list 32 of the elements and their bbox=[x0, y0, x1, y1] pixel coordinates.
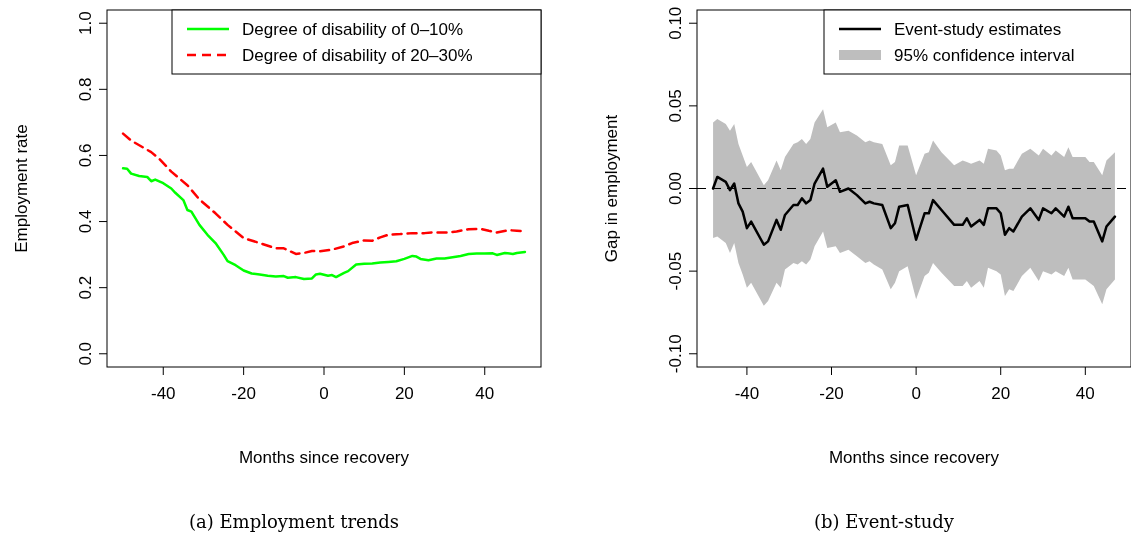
y-tick-label: 1.0 bbox=[76, 11, 95, 36]
x-axis-title: Months since recovery bbox=[238, 448, 410, 467]
y-tick-label: 0.8 bbox=[76, 77, 95, 102]
x-tick-label: -20 bbox=[231, 384, 256, 403]
annotation: 95% confidence interval bbox=[894, 46, 1075, 65]
x-tick-label: 20 bbox=[394, 384, 414, 403]
y-tick-label: 0.0 bbox=[76, 341, 95, 366]
x-tick-label: 0 bbox=[319, 384, 329, 403]
x-tick-label: 40 bbox=[475, 384, 495, 403]
y-axis-title: Gap in employment bbox=[602, 114, 621, 263]
x-tick-label: -40 bbox=[150, 384, 176, 403]
x-axis-title: Months since recovery bbox=[828, 448, 1000, 467]
y-axis-title: Employment rate bbox=[12, 124, 31, 253]
x-tick-label: -20 bbox=[819, 384, 844, 403]
y-tick-label: 0.05 bbox=[666, 89, 685, 123]
y-tick-label: 0.00 bbox=[666, 171, 685, 206]
y-tick-label: -0.10 bbox=[666, 334, 685, 374]
y-tick-label: 0.10 bbox=[666, 6, 685, 40]
legend-label: Event-study estimates bbox=[894, 20, 1062, 39]
x-tick-label: 40 bbox=[1075, 384, 1095, 403]
y-tick-label: 0.4 bbox=[76, 209, 95, 234]
y-tick-label: 0.2 bbox=[76, 275, 95, 300]
legend-label: Degree of disability of 20–30% bbox=[242, 46, 473, 65]
y-tick-label: 0.6 bbox=[76, 143, 95, 168]
line-series bbox=[121, 167, 527, 281]
x-tick-label: 0 bbox=[911, 384, 921, 403]
x-tick-label: -40 bbox=[734, 384, 760, 403]
y-tick-label: -0.05 bbox=[666, 251, 685, 291]
x-tick-label: 20 bbox=[991, 384, 1011, 403]
text: (b) Event-study bbox=[814, 511, 955, 532]
legend-label: Degree of disability of 0–10% bbox=[242, 20, 464, 39]
text: (a) Employment trends bbox=[188, 511, 400, 532]
